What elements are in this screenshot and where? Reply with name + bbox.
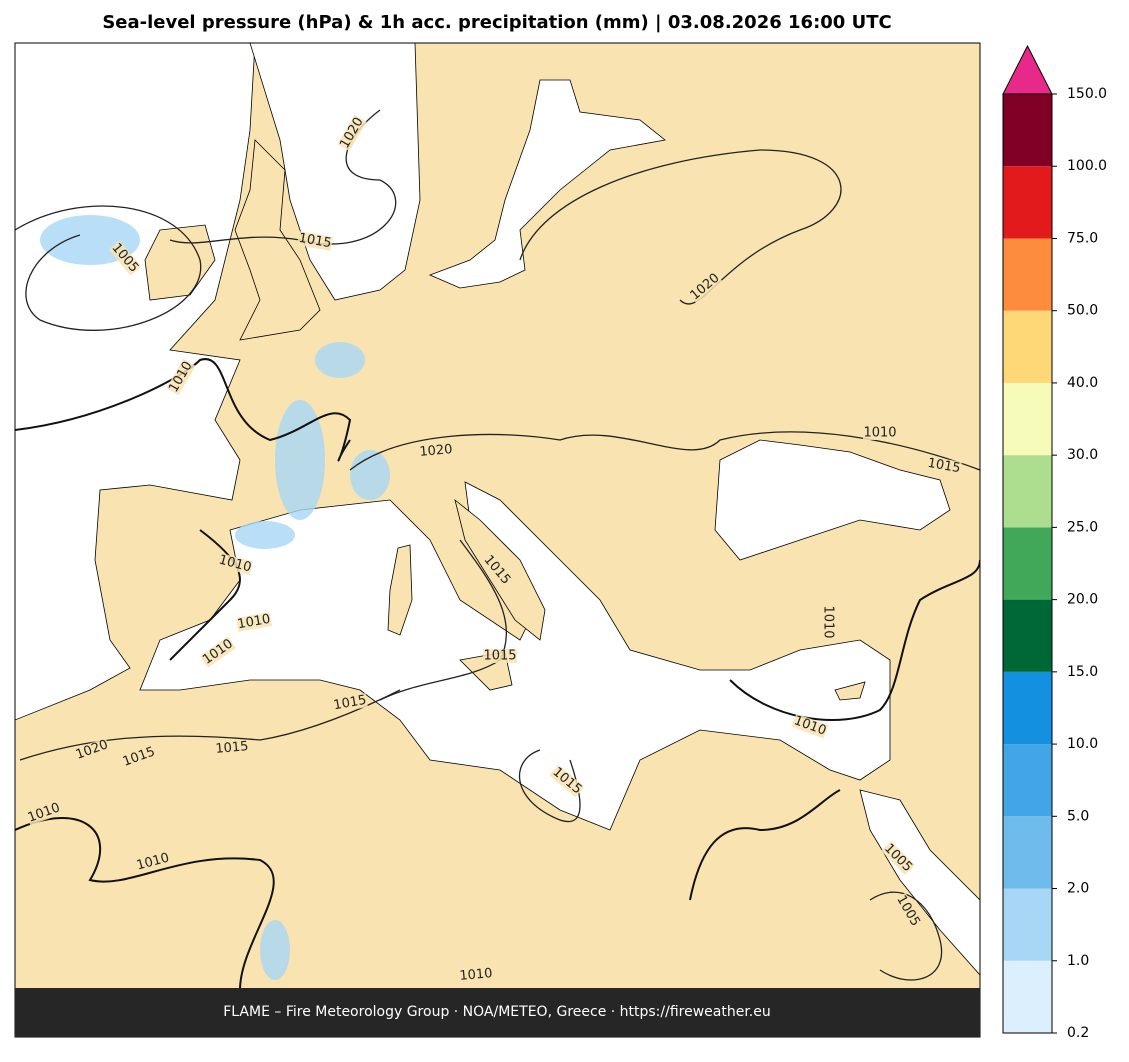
colorbar-tick-label: 0.2 <box>1067 1025 1089 1041</box>
title: Sea-level pressure (hPa) & 1h acc. preci… <box>102 12 891 33</box>
map <box>15 43 980 1037</box>
colorbar-tick-label: 40.0 <box>1067 375 1098 391</box>
isobar <box>169 109 397 245</box>
black-sea <box>714 439 951 561</box>
isobar <box>15 358 352 462</box>
isobar <box>169 529 241 661</box>
contour-label-bg <box>549 764 585 798</box>
colorbar-segment <box>1003 599 1052 672</box>
atlantic <box>15 43 256 721</box>
colorbar-tick-label: 5.0 <box>1067 808 1089 824</box>
contour-label-bg <box>166 358 196 396</box>
contour-label: 1010 <box>863 426 896 441</box>
footer-band <box>15 988 980 1037</box>
colorbar-segment <box>1003 527 1052 600</box>
precipitation <box>275 400 325 520</box>
sardinia-corsica <box>387 544 413 636</box>
contour-label-bg <box>216 552 254 576</box>
colorbar-segment <box>1003 310 1052 383</box>
contour-label-bg <box>483 649 517 663</box>
precipitation <box>315 342 365 378</box>
colorbar-segment <box>1003 671 1052 745</box>
colorbar-extend <box>1002 44 1053 95</box>
contour-label-bg <box>926 456 962 476</box>
precipitation <box>260 920 290 980</box>
contour-label-bg <box>214 739 250 757</box>
isobar <box>869 891 943 981</box>
contour-label-bg <box>120 744 158 770</box>
colorbar-tick-label: 75.0 <box>1067 230 1098 246</box>
colorbar-segment <box>1003 238 1052 311</box>
contour-label: 1015 <box>297 231 332 252</box>
contour-label-bg <box>134 850 172 874</box>
colorbar-tick-label: 10.0 <box>1067 736 1098 752</box>
isobar <box>15 817 275 991</box>
colorbar-segment <box>1003 455 1052 528</box>
colorbar-tick-label: 150.0 <box>1067 86 1107 102</box>
contour-label-bg <box>821 605 835 639</box>
great-britain <box>234 139 321 341</box>
isobar <box>729 559 980 721</box>
contour-label-bg <box>337 114 367 152</box>
red-sea <box>859 789 980 976</box>
colorbar-tick-label: 2.0 <box>1067 881 1089 897</box>
contour-label-bg <box>200 636 236 668</box>
colorbar-tick-label: 25.0 <box>1067 519 1098 535</box>
footer: FLAME – Fire Meteorology Group · NOA/MET… <box>223 1004 771 1020</box>
colorbar-segment <box>1003 888 1052 961</box>
contour-label-bg <box>73 737 111 763</box>
contour-label: 1015 <box>483 649 516 664</box>
colorbar-segment <box>1003 816 1052 889</box>
contour-label: 1010 <box>236 612 271 633</box>
isobar <box>689 789 841 901</box>
contour-label-bg <box>297 231 333 251</box>
precipitation <box>235 521 295 549</box>
colorbar-segment <box>1003 744 1052 817</box>
contour-label-bg <box>236 612 272 632</box>
colorbar-tick-label: 100.0 <box>1067 158 1107 174</box>
contour-label-bg <box>893 892 923 930</box>
isobar <box>519 149 842 305</box>
contour-label: 1010 <box>821 605 836 638</box>
colorbar-segment <box>1003 94 1052 167</box>
contour-label: 1020 <box>419 442 453 460</box>
colorbar-tick-label: 20.0 <box>1067 592 1098 608</box>
cyprus <box>834 681 866 701</box>
colorbar-segment <box>1003 960 1052 1033</box>
baltic <box>428 79 666 289</box>
contour-label-bg <box>480 552 514 588</box>
contour-label-bg <box>863 426 897 440</box>
colorbar-tick-label: 50.0 <box>1067 303 1098 319</box>
contour-label-bg <box>458 966 494 984</box>
colorbar-tick-label: 15.0 <box>1067 664 1098 680</box>
contour-label-bg <box>25 800 63 826</box>
colorbar-tick-label: 30.0 <box>1067 447 1098 463</box>
contour-label-bg <box>881 841 915 875</box>
contour-label-bg <box>418 442 454 460</box>
colorbar-segment <box>1003 166 1052 239</box>
isobar <box>15 205 202 331</box>
contour-label: 1015 <box>926 456 961 477</box>
colorbar-tick-label: 1.0 <box>1067 953 1089 969</box>
contour-label-bg <box>108 240 142 276</box>
contour-label-bg <box>791 713 829 739</box>
colorbar-segment <box>1003 382 1052 456</box>
contour-label: 1015 <box>215 739 249 757</box>
contour-label-bg <box>687 270 723 304</box>
contour-label: 1010 <box>459 966 493 984</box>
contour-label-bg <box>332 693 368 713</box>
contour-label: 1015 <box>332 693 367 714</box>
colorbar-frame <box>1002 93 1053 1034</box>
